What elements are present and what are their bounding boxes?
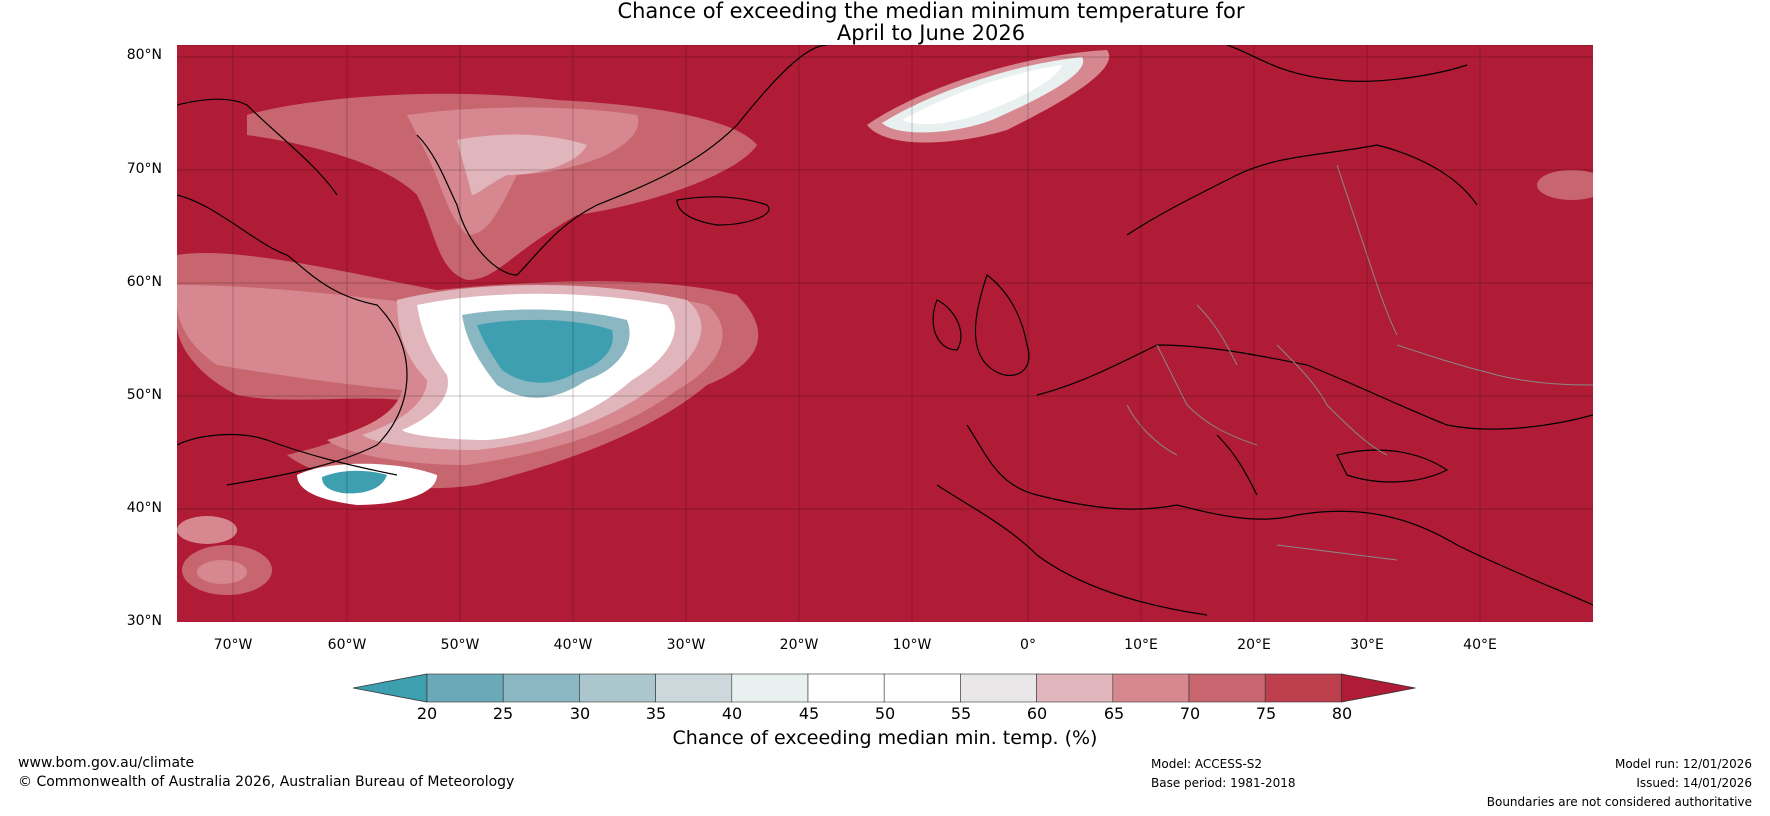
lon-label-30e: 30°E <box>1350 637 1384 653</box>
colorbar-segment-6 <box>883 673 961 703</box>
model-run-text: Model run: 12/01/2026 <box>1614 757 1752 771</box>
colorbar-segment-7 <box>960 673 1037 703</box>
colorbar-segment-0 <box>426 673 504 703</box>
colorbar-tick-55: 55 <box>950 704 972 723</box>
colorbar-extend-high <box>1341 673 1416 703</box>
lon-label-70w: 70°W <box>213 637 253 653</box>
colorbar-tick-20: 20 <box>416 704 438 723</box>
map-title-line-1: Chance of exceeding the median minimum t… <box>617 0 1245 23</box>
colorbar-segment-5 <box>807 673 885 703</box>
lon-label-40w: 40°W <box>553 637 593 653</box>
lat-label-70n: 70°N <box>126 161 162 177</box>
base-period-text: Base period: 1981-2018 <box>1151 776 1296 790</box>
model-text: Model: ACCESS-S2 <box>1151 757 1263 771</box>
colorbar-tick-75: 75 <box>1255 704 1277 723</box>
colorbar-tick-60: 60 <box>1026 704 1048 723</box>
lon-label-30w: 30°W <box>666 637 706 653</box>
colorbar-segment-8 <box>1036 673 1114 703</box>
lon-label-60w: 60°W <box>327 637 367 653</box>
map-title-line-2: April to June 2026 <box>836 21 1026 45</box>
northeast-patch <box>1537 170 1593 200</box>
colorbar-segment-10 <box>1188 673 1266 703</box>
lon-label-20e: 20°E <box>1237 637 1271 653</box>
colorbar-segment-3 <box>655 673 733 703</box>
colorbar-tick-80: 80 <box>1331 704 1353 723</box>
probability-map <box>177 45 1593 622</box>
lat-label-50n: 50°N <box>126 387 162 403</box>
greenland-probability-region <box>247 93 757 280</box>
lon-label-10w: 10°W <box>892 637 932 653</box>
colorbar-label: Chance of exceeding median min. temp. (%… <box>672 727 1098 749</box>
copyright-text: © Commonwealth of Australia 2026, Austra… <box>18 774 515 790</box>
colorbar-segment-9 <box>1112 673 1190 703</box>
lon-label-20w: 20°W <box>779 637 819 653</box>
website-text: www.bom.gov.au/climate <box>18 755 195 771</box>
colorbar-segment-2 <box>579 673 656 703</box>
lon-label-10e: 10°E <box>1124 637 1158 653</box>
lat-label-80n: 80°N <box>126 47 162 63</box>
issued-text: Issued: 14/01/2026 <box>1636 776 1752 790</box>
colorbar-extend-low <box>353 673 428 703</box>
colorbar-segment-4 <box>731 673 809 703</box>
colorbar-segment-1 <box>502 673 580 703</box>
lat-label-30n: 30°N <box>126 613 162 629</box>
colorbar-segment-11 <box>1264 673 1342 703</box>
country-borders <box>1126 164 1593 561</box>
colorbar-tick-45: 45 <box>798 704 820 723</box>
colorbar-tick-65: 65 <box>1103 704 1125 723</box>
lon-label-50w: 50°W <box>440 637 480 653</box>
north-atlantic-probability-region <box>177 253 759 505</box>
lat-label-60n: 60°N <box>126 274 162 290</box>
graticule <box>177 45 1593 622</box>
svalbard-probability-region <box>867 50 1110 143</box>
colorbar <box>353 673 1416 703</box>
coastlines <box>177 45 1593 616</box>
colorbar-tick-50: 50 <box>874 704 896 723</box>
disclaimer-text: Boundaries are not considered authoritat… <box>1486 795 1752 809</box>
colorbar-tick-35: 35 <box>645 704 667 723</box>
lon-label-40e: 40°E <box>1463 637 1497 653</box>
colorbar-tick-25: 25 <box>492 704 514 723</box>
colorbar-tick-30: 30 <box>569 704 591 723</box>
colorbar-tick-70: 70 <box>1179 704 1201 723</box>
lat-label-40n: 40°N <box>126 500 162 516</box>
western-patch-north <box>177 516 237 544</box>
western-patch-south-inner <box>197 560 247 584</box>
colorbar-tick-40: 40 <box>721 704 743 723</box>
lon-label-0: 0° <box>1020 637 1036 653</box>
